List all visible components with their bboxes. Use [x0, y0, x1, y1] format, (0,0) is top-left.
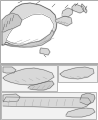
Polygon shape: [2, 3, 57, 47]
Polygon shape: [55, 16, 72, 26]
Polygon shape: [60, 67, 94, 79]
Bar: [0, 64, 98, 120]
Polygon shape: [80, 93, 95, 105]
Polygon shape: [40, 48, 50, 55]
Polygon shape: [3, 97, 91, 108]
Polygon shape: [6, 14, 54, 44]
Polygon shape: [3, 67, 16, 73]
Polygon shape: [28, 81, 54, 90]
Polygon shape: [3, 94, 20, 102]
Polygon shape: [66, 108, 95, 117]
Polygon shape: [81, 4, 87, 13]
Polygon shape: [4, 30, 54, 47]
Bar: [1, 65, 57, 91]
Bar: [58, 65, 97, 82]
Polygon shape: [72, 4, 84, 13]
Polygon shape: [62, 8, 73, 17]
Polygon shape: [3, 68, 54, 85]
Polygon shape: [2, 13, 22, 32]
Bar: [0, 0, 98, 63]
Bar: [1, 92, 96, 119]
